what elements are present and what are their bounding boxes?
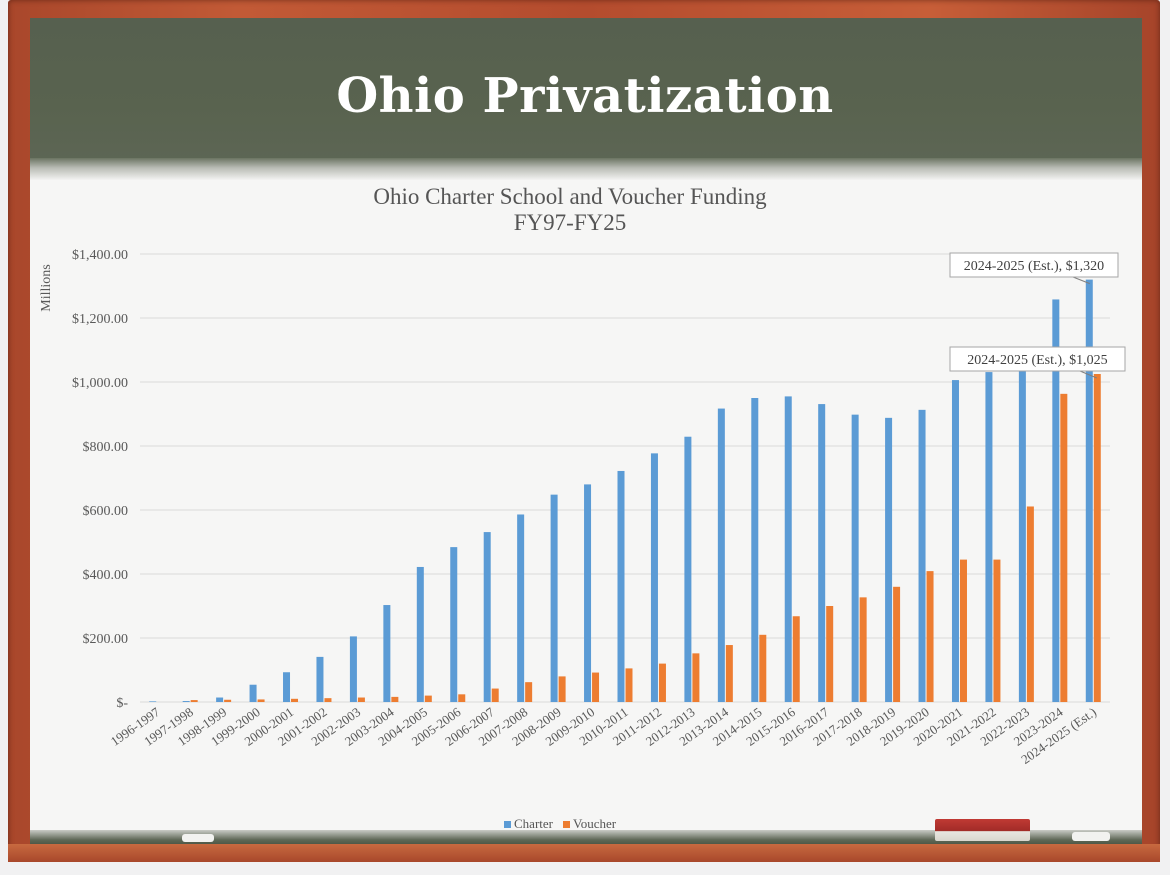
- bar-charter: [617, 470, 625, 702]
- y-tick-label: $600.00: [83, 504, 129, 519]
- bar-voucher: [959, 559, 967, 702]
- y-tick-label: $200.00: [83, 632, 129, 647]
- y-tick-label: $1,400.00: [72, 248, 128, 263]
- legend-item-voucher: Voucher: [562, 816, 617, 832]
- legend-swatch-voucher: [562, 821, 570, 828]
- y-axis-label: Millions: [39, 264, 54, 311]
- bar-voucher: [491, 688, 499, 702]
- chalk-piece: [182, 834, 214, 842]
- chart-title-line-1: Ohio Charter School and Voucher Funding: [373, 184, 767, 209]
- bar-voucher: [859, 597, 867, 702]
- callout-box: [949, 252, 1119, 278]
- y-tick-label: $1,000.00: [72, 376, 128, 391]
- bar-voucher: [558, 676, 566, 702]
- legend-item-charter: Charter: [504, 816, 553, 832]
- bar-charter: [951, 380, 959, 702]
- bar-voucher: [725, 645, 733, 702]
- bar-voucher: [792, 616, 800, 702]
- bar-charter: [684, 436, 692, 702]
- board-footer: [30, 830, 1142, 844]
- chart-legend: Charter Voucher: [504, 816, 616, 832]
- callout-label: 2024-2025 (Est.), $1,320: [964, 259, 1104, 274]
- callout-box: [949, 346, 1126, 372]
- bar-charter: [249, 684, 257, 702]
- bar-charter: [717, 408, 725, 702]
- bar-voucher: [592, 672, 600, 702]
- bar-charter: [149, 701, 157, 702]
- bar-charter: [918, 409, 926, 702]
- board-header: [30, 18, 1142, 168]
- bar-charter: [751, 398, 759, 702]
- callout-label: 2024-2025 (Est.), $1,025: [967, 353, 1107, 368]
- bar-charter: [216, 697, 224, 702]
- bar-voucher: [291, 698, 299, 702]
- bar-voucher: [1060, 393, 1068, 702]
- bar-voucher: [993, 559, 1001, 702]
- bar-voucher: [926, 571, 934, 702]
- legend-label-charter: Charter: [514, 816, 553, 831]
- bar-charter: [450, 547, 458, 702]
- chalkboard: [30, 18, 1142, 844]
- bar-charter: [650, 453, 658, 702]
- chart-title-line-2: FY97-FY25: [513, 210, 627, 235]
- bar-voucher: [391, 696, 399, 702]
- bar-charter: [483, 532, 491, 702]
- chalk-tray: [8, 844, 1160, 862]
- bar-voucher: [424, 695, 432, 702]
- bar-charter: [1018, 367, 1026, 702]
- bar-charter: [349, 636, 357, 702]
- board-header-edge: [30, 158, 1142, 180]
- bar-voucher: [458, 694, 466, 702]
- chalk-piece: [1072, 832, 1110, 841]
- bar-charter: [316, 656, 324, 702]
- bar-voucher: [257, 699, 265, 702]
- bar-voucher: [692, 653, 700, 702]
- bar-charter: [416, 566, 424, 702]
- y-tick-label: $-: [116, 696, 128, 711]
- bar-charter: [851, 414, 859, 702]
- bar-charter: [1085, 279, 1093, 702]
- y-tick-label: $800.00: [83, 440, 129, 455]
- bar-charter: [517, 514, 525, 702]
- bar-voucher: [658, 663, 666, 702]
- bar-charter: [283, 672, 291, 702]
- slide-title: Ohio Privatization: [336, 68, 834, 124]
- bar-voucher: [525, 682, 533, 702]
- bar-voucher: [224, 699, 232, 702]
- chart-title: Ohio Charter School and Voucher Funding …: [0, 184, 1140, 236]
- y-tick-label: $1,200.00: [72, 312, 128, 327]
- bar-voucher: [324, 698, 332, 702]
- legend-swatch-charter: [504, 821, 511, 828]
- legend-label-voucher: Voucher: [572, 816, 617, 831]
- bar-charter: [885, 417, 893, 702]
- bar-charter: [1052, 299, 1060, 702]
- y-tick-label: $400.00: [83, 568, 129, 583]
- bar-voucher: [759, 634, 767, 702]
- eraser: [935, 819, 1030, 841]
- bar-charter: [818, 404, 826, 702]
- bar-voucher: [625, 668, 633, 702]
- callout-leader: [1079, 370, 1097, 379]
- bar-charter: [383, 605, 391, 702]
- bar-charter: [584, 484, 592, 702]
- bar-voucher: [190, 700, 198, 702]
- bar-charter: [985, 372, 993, 702]
- bar-charter: [550, 494, 558, 702]
- bar-voucher: [1093, 374, 1101, 702]
- callout-leader: [1072, 276, 1090, 285]
- bar-charter: [182, 701, 190, 702]
- bar-charter: [784, 396, 792, 702]
- bar-voucher: [893, 586, 901, 702]
- bar-voucher: [357, 697, 365, 702]
- bar-voucher: [826, 606, 834, 702]
- bar-voucher: [1026, 506, 1034, 702]
